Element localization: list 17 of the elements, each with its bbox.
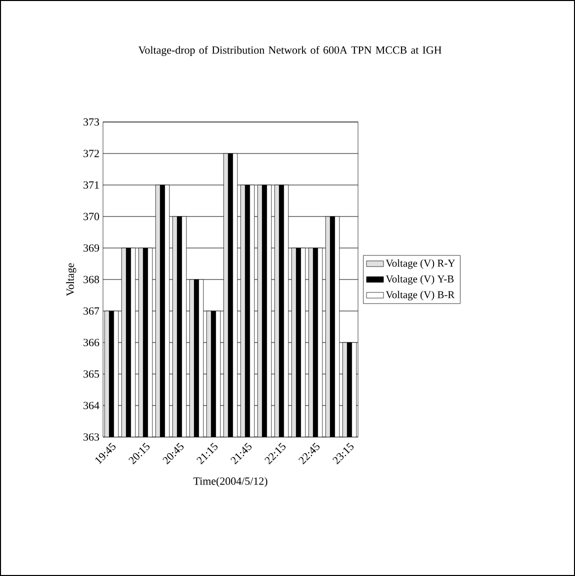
y-tick-label: 368 xyxy=(84,276,100,284)
y-tick-label: 371 xyxy=(84,181,99,189)
y-tick-label: 363 xyxy=(84,433,100,441)
y-axis-title: Voltage xyxy=(66,263,76,296)
y-tick-label: 366 xyxy=(84,338,100,346)
y-tick-label: 364 xyxy=(84,402,100,410)
y-tick-label: 373 xyxy=(84,118,100,126)
y-tick-label: 369 xyxy=(84,244,100,252)
y-tick-label: 365 xyxy=(84,370,100,378)
x-axis-title: Time(2004/5/12) xyxy=(193,477,268,488)
legend-label: Voltage (V) B-R xyxy=(386,290,455,300)
y-tick-label: 367 xyxy=(84,307,100,315)
y-tick-label: 372 xyxy=(84,150,99,158)
y-tick-label: 370 xyxy=(84,212,100,220)
legend-label: Voltage (V) R-Y xyxy=(386,259,455,269)
legend-label: Voltage (V) Y-B xyxy=(386,275,454,285)
chart-title: Voltage-drop of Distribution Network of 600A TPN MCCB at IGH xyxy=(138,46,442,56)
